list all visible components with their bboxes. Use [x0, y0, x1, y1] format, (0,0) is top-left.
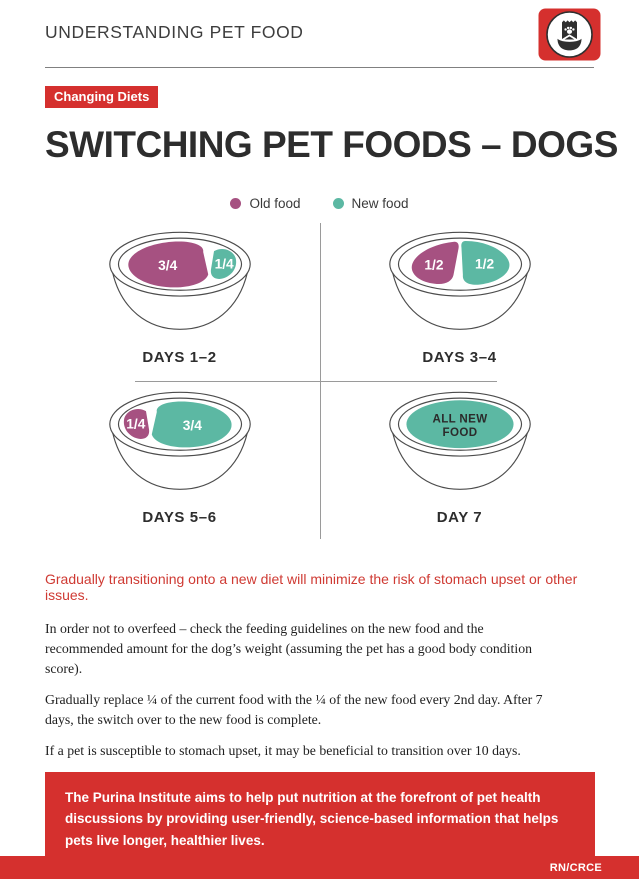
fraction-old: 1/2	[424, 257, 443, 272]
fraction-new: 3/4	[182, 418, 201, 433]
horizontal-divider	[134, 380, 497, 382]
legend-new-food: New food	[332, 196, 409, 211]
new-food-dot-icon	[332, 198, 344, 209]
bowl-label: DAYS 1–2	[142, 348, 217, 366]
bowl-diagram: 3/4 1/4 DAYS 1–2 1/2 1/2 DAYS 3–4	[40, 221, 600, 541]
legend-old-label: Old food	[249, 196, 301, 211]
bowl-illustration: 3/4 1/4	[108, 231, 251, 330]
header-title: UNDERSTANDING PET FOOD	[45, 22, 304, 42]
legend-new-label: New food	[351, 196, 409, 211]
legend: Old food New food	[0, 196, 639, 211]
purina-mission-callout: The Purina Institute aims to help put nu…	[45, 771, 595, 868]
intro-sentence: Gradually transitioning onto a new diet …	[45, 570, 578, 603]
section-badge: Changing Diets	[45, 86, 159, 108]
bowl-illustration: ALL NEW FOOD	[388, 391, 531, 490]
bowl-day-7: ALL NEW FOOD DAY 7	[320, 381, 600, 541]
document-code: RN/CRCE	[549, 861, 602, 874]
bowl-days-3-4: 1/2 1/2 DAYS 3–4	[320, 221, 600, 381]
page-title: SWITCHING PET FOODS – DOGS	[45, 124, 618, 165]
fraction-old: 1/4	[126, 416, 145, 431]
header-divider	[45, 67, 594, 68]
pet-food-dispenser-icon	[538, 8, 601, 61]
paragraph: If a pet is susceptible to stomach upset…	[45, 742, 521, 758]
fraction-old: 3/4	[158, 258, 177, 273]
all-new-food-line1: ALL NEW	[432, 414, 487, 426]
bottom-bar: RN/CRCE	[0, 856, 639, 879]
body-text: In order not to overfeed – check the fee…	[45, 619, 555, 761]
legend-old-food: Old food	[230, 196, 301, 211]
bowl-days-1-2: 3/4 1/4 DAYS 1–2	[40, 221, 320, 381]
paragraph: Gradually replace ¼ of the current food …	[45, 691, 543, 727]
paragraph: In order not to overfeed – check the fee…	[45, 620, 533, 676]
bowl-illustration: 1/4 3/4	[108, 391, 251, 490]
all-new-food-line2: FOOD	[442, 427, 477, 439]
bowl-label: DAYS 3–4	[422, 348, 497, 366]
fraction-new: 1/4	[214, 257, 233, 272]
header: UNDERSTANDING PET FOOD	[0, 0, 639, 61]
old-food-dot-icon	[230, 198, 242, 209]
bowl-label: DAYS 5–6	[142, 508, 217, 526]
fraction-new: 1/2	[475, 257, 494, 272]
bowl-illustration: 1/2 1/2	[388, 231, 531, 330]
bowl-label: DAY 7	[436, 508, 483, 526]
bowl-days-5-6: 1/4 3/4 DAYS 5–6	[40, 381, 320, 541]
